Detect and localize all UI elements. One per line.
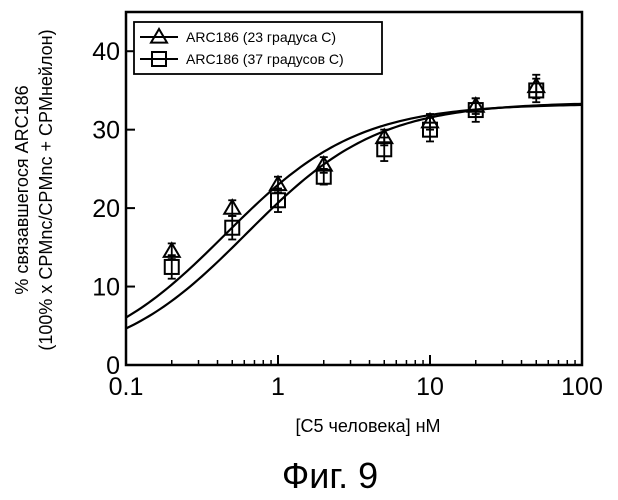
fit-curve-series-2 (125, 102, 583, 330)
axes (124, 10, 584, 367)
figure-caption: Фиг. 9 (282, 455, 378, 496)
data-point-series-2 (422, 121, 438, 138)
fit-curve-series-1 (125, 103, 583, 319)
data-point-series-2 (528, 82, 545, 99)
y-axis-label-line1: % связавшегося ARC186 (12, 85, 32, 294)
legend-marker-series-1 (149, 27, 169, 44)
data-point-series-2 (467, 102, 484, 119)
x-tick-label: 1 (271, 373, 285, 401)
fit-curves (125, 102, 583, 330)
data-point-series-2 (270, 192, 286, 209)
legend-label-series-1: ARC186 (23 градуса С) (186, 29, 336, 45)
tick-labels: 0 10 20 30 40 0.1 1 10 100 (92, 38, 603, 401)
legend-label-series-2: ARC186 (37 градусов С) (186, 51, 344, 67)
data-points (162, 73, 546, 280)
data-point-series-2 (224, 219, 241, 236)
x-axis-label: [С5 человека] нМ (295, 416, 440, 436)
legend-marker-series-2 (151, 51, 167, 67)
y-tick-label: 10 (92, 274, 120, 302)
x-tick-label: 10 (416, 373, 444, 401)
x-tick-label: 0.1 (109, 373, 144, 401)
y-axis-label-line2: (100% x CPMnc/CPMnc + CPMнейлон) (36, 29, 56, 350)
x-tick-label: 100 (561, 373, 603, 401)
y-tick-label: 30 (92, 117, 120, 145)
y-tick-label: 40 (92, 38, 120, 66)
legend: ARC186 (23 градуса С) ARC186 (37 градусов… (133, 21, 383, 75)
data-point-series-2 (315, 168, 332, 185)
data-point-series-2 (163, 258, 180, 275)
legend-box (133, 21, 383, 75)
data-point-series-2 (376, 141, 393, 158)
plot-frame (124, 10, 584, 367)
y-tick-label: 0 (106, 352, 120, 380)
data-point-series-1 (222, 198, 242, 215)
y-tick-label: 20 (92, 195, 120, 223)
